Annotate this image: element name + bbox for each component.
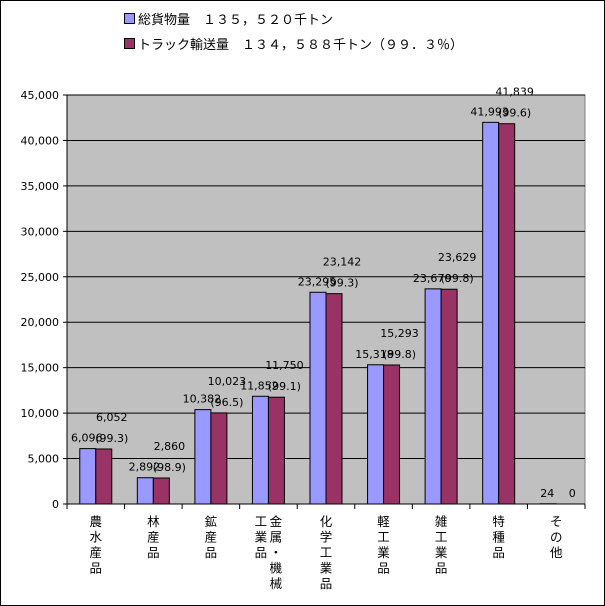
category-label-char: 品 — [320, 576, 333, 591]
category-label-char: 林 — [147, 514, 160, 529]
bar-truck-transport — [210, 412, 228, 505]
legend-swatch-truck-transport — [124, 38, 135, 49]
category-label-char: 業 — [255, 530, 268, 545]
category-label-char: 工 — [320, 545, 333, 560]
bar-truck-transport — [498, 123, 516, 505]
y-tick-label: 35,000 — [21, 180, 60, 193]
bar-truck-transport — [383, 364, 401, 505]
category-label-char: 工 — [377, 530, 390, 545]
data-label-truck-transport: 15,293 — [380, 327, 419, 340]
y-tick-label: 0 — [52, 498, 59, 511]
data-label-truck-percent: (99.1) — [268, 380, 301, 393]
bar-total-freight — [79, 448, 97, 505]
data-label-total-freight: 11,852 — [240, 379, 279, 392]
data-label-truck-percent: (98.9) — [153, 461, 186, 474]
bar-total-freight — [482, 121, 500, 505]
category-label-char: 品 — [492, 545, 505, 560]
data-label-total-freight: 15,318 — [355, 348, 394, 361]
legend-label-total-freight: 総貨物量 １３５，５２０千トン — [138, 13, 334, 28]
category-label-char: 金 — [270, 514, 283, 529]
data-label-truck-percent: (99.3) — [325, 277, 358, 290]
category-label-char: 雑 — [435, 514, 448, 529]
data-label-truck-transport: 10,023 — [208, 375, 247, 388]
bar-total-freight — [424, 288, 442, 505]
category-label-char: 品 — [435, 561, 448, 576]
category-label-char: 工 — [435, 530, 448, 545]
data-label-total-freight: 2,892 — [129, 461, 161, 474]
bar-total-freight — [309, 291, 327, 505]
category-label-char: 化 — [320, 514, 333, 529]
category-label-char: 産 — [147, 530, 160, 545]
bar-truck-transport — [95, 448, 113, 505]
bar-truck-transport — [152, 477, 170, 505]
category-label-char: 種 — [492, 530, 505, 545]
category-label-char: 業 — [377, 545, 390, 560]
data-label-total-freight: 24 — [540, 487, 554, 500]
legend-item-total-freight: 総貨物量 １３５，５２０千トン — [124, 9, 333, 28]
data-label-total-freight: 23,295 — [298, 275, 337, 288]
legend-item-truck-transport: トラック輸送量 １３４，５８８千トン（９９．３％） — [124, 34, 463, 53]
data-label-truck-percent: (96.5) — [210, 396, 243, 409]
category-label-char: 機 — [270, 561, 283, 576]
category-label-char: 学 — [320, 530, 333, 545]
category-label-char: ・ — [270, 545, 283, 560]
data-label-truck-transport: 23,142 — [323, 256, 362, 269]
category-label-char: 品 — [90, 561, 103, 576]
bar-truck-transport — [325, 293, 343, 505]
category-label-char: 特 — [492, 514, 505, 529]
category-label-char: 品 — [255, 545, 268, 560]
bar-total-freight — [251, 395, 269, 505]
category-label-char: 鉱 — [205, 514, 218, 529]
bar-total-freight — [194, 409, 212, 505]
bar-truck-transport — [267, 396, 285, 505]
data-label-truck-percent: (99.8) — [383, 348, 416, 361]
category-label-char: 産 — [205, 530, 218, 545]
data-label-truck-transport: 0 — [569, 487, 576, 500]
category-label-char: 属 — [270, 530, 283, 545]
data-label-truck-percent: (99.8) — [441, 272, 474, 285]
data-label-truck-transport: 11,750 — [265, 359, 304, 372]
category-label-char: の — [550, 530, 563, 545]
y-tick-label: 5,000 — [28, 453, 60, 466]
category-label-char: 品 — [147, 545, 160, 560]
bar-truck-transport — [440, 288, 458, 505]
category-label-char: 工 — [255, 514, 268, 529]
data-label-truck-transport: 23,629 — [438, 251, 477, 264]
category-label-char: 械 — [270, 576, 283, 591]
y-tick-label: 25,000 — [21, 271, 60, 284]
y-tick-label: 45,000 — [21, 89, 60, 102]
category-label-char: そ — [550, 514, 563, 529]
data-label-total-freight: 10,382 — [183, 393, 222, 406]
bar-total-freight — [367, 364, 385, 505]
y-tick-label: 40,000 — [21, 134, 60, 147]
category-label-char: 軽 — [377, 514, 390, 529]
data-label-total-freight: 6,096 — [71, 432, 103, 445]
legend-label-truck-transport: トラック輸送量 １３４，５８８千トン（９９．３％） — [138, 38, 464, 53]
data-label-total-freight: 41,993 — [470, 105, 509, 118]
data-label-total-freight: 23,670 — [413, 272, 452, 285]
bar-total-freight — [136, 477, 154, 505]
y-tick-label: 10,000 — [21, 407, 60, 420]
category-label-char: 産 — [90, 545, 103, 560]
category-label-char: 品 — [377, 561, 390, 576]
data-label-truck-transport: 41,839 — [495, 86, 534, 99]
legend-swatch-total-freight — [124, 13, 135, 24]
y-tick-label: 15,000 — [21, 362, 60, 375]
category-label-char: 農 — [90, 514, 103, 529]
data-label-truck-percent: (99.6) — [498, 107, 531, 120]
y-tick-label: 30,000 — [21, 225, 60, 238]
data-label-truck-transport: 6,052 — [96, 411, 128, 424]
category-label-char: 業 — [435, 545, 448, 560]
data-label-truck-transport: 2,860 — [154, 440, 186, 453]
data-label-truck-percent: (99.3) — [95, 432, 128, 445]
category-label-char: 業 — [320, 561, 333, 576]
y-tick-label: 20,000 — [21, 316, 60, 329]
category-label-char: 他 — [550, 545, 563, 560]
category-label-char: 水 — [90, 530, 103, 545]
category-label-char: 品 — [205, 545, 218, 560]
